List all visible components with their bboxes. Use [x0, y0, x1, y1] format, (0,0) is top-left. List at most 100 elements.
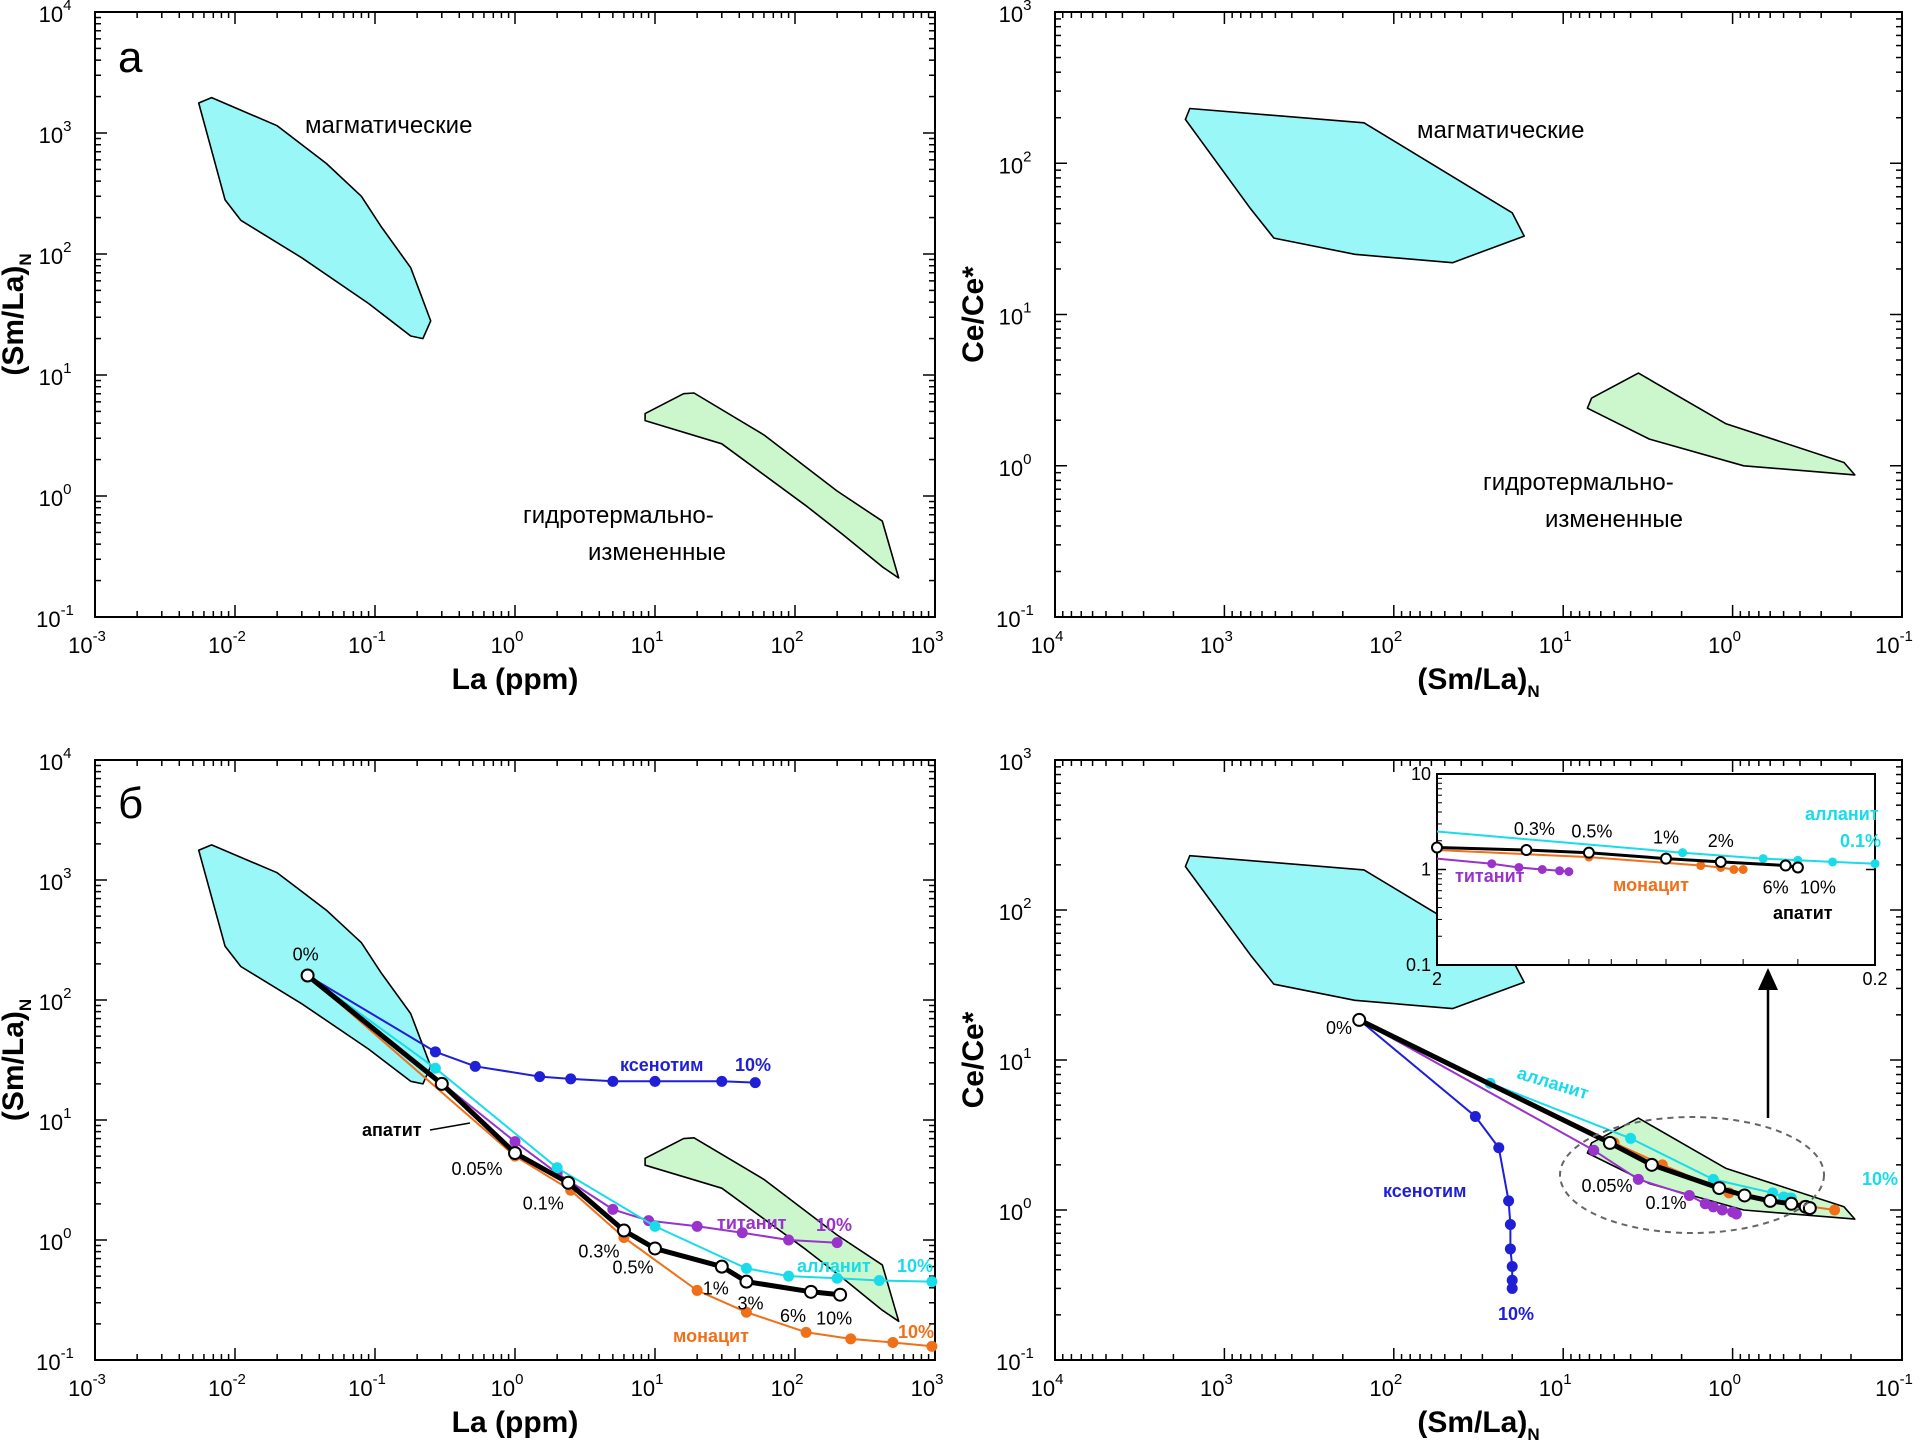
x-axis-title: La (ppm) — [452, 663, 579, 696]
hydrothermal-label-2: измененные — [588, 539, 726, 566]
y-tick-base: 10 — [999, 900, 1023, 925]
x-tick-label: 101 — [1539, 1371, 1572, 1401]
y-axis-title-main: (Sm/La) — [0, 266, 30, 376]
y-tick-exponent: 2 — [1023, 895, 1031, 912]
hydrothermal-label-2: измененные — [1545, 506, 1683, 533]
y-tick-exponent: 2 — [63, 985, 71, 1002]
y-axis-title-main: (Sm/La) — [0, 1011, 30, 1121]
apatite-point — [739, 1274, 754, 1289]
x-tick-label: 102 — [1369, 1371, 1402, 1401]
x-tick-base: 10 — [1708, 633, 1732, 658]
y-tick-base: 10 — [39, 123, 63, 148]
apatite-point — [1791, 861, 1804, 874]
x-tick-base: 10 — [1031, 633, 1055, 658]
apatite-percent-label: 3% — [737, 1294, 763, 1314]
series-point-титанит — [1632, 1173, 1644, 1185]
inset-y-tick-label: 0.1 — [1406, 955, 1431, 975]
panel-b: 104 103 102 101 100 10-110-1100101102103(Sm/L… — [957, 0, 1913, 701]
y-tick-label: 103 — [39, 865, 72, 895]
series-point-титанит — [831, 1237, 843, 1249]
x-tick-label: 101 — [631, 628, 664, 658]
hydrothermal-region — [1586, 372, 1856, 476]
x-tick-base: 10 — [208, 633, 232, 658]
y-tick-exponent: 1 — [63, 360, 71, 377]
x-axis-title-main: La (ppm) — [452, 663, 579, 696]
igneous-region — [197, 844, 432, 1085]
series-line-апатит — [306, 973, 841, 1298]
y-tick-base: 10 — [999, 750, 1023, 775]
y-tick-label: 10-1 — [36, 1345, 74, 1375]
series-point-монацит — [1696, 861, 1706, 871]
y-axis-title: Ce/Ce* — [957, 1011, 990, 1108]
y-tick-exponent: 3 — [63, 118, 71, 135]
apatite-percent-label: 10% — [816, 1309, 852, 1329]
x-tick-exponent: 2 — [795, 1371, 803, 1388]
y-tick-exponent: 1 — [1023, 300, 1031, 317]
y-tick-base: 10 — [39, 1110, 63, 1135]
inset-monazite-label: монацит — [1613, 875, 1689, 895]
zoom-ellipse — [1559, 1116, 1825, 1234]
apatite-percent-label: 0.1% — [1645, 1193, 1686, 1213]
y-tick-label: 101 — [999, 300, 1032, 330]
x-tick-exponent: 1 — [1563, 1371, 1571, 1388]
x-tick-base: 10 — [68, 633, 92, 658]
apatite-point — [1602, 1135, 1617, 1150]
y-tick-exponent: 2 — [1023, 148, 1031, 165]
x-tick-exponent: 3 — [935, 1371, 943, 1388]
series-point-титанит — [691, 1220, 703, 1232]
allanite-end-label: 10% — [1862, 1169, 1898, 1189]
x-tick-label: 10-3 — [68, 1371, 106, 1401]
series-point-ксенотим — [649, 1075, 661, 1087]
apatite-point — [1712, 1181, 1727, 1196]
x-tick-base: 10 — [208, 1376, 232, 1401]
series-point-титанит — [1683, 1189, 1695, 1201]
x-tick-label: 10-2 — [208, 628, 246, 658]
y-tick-exponent: 3 — [1023, 0, 1031, 14]
y-tick-label: 100 — [39, 481, 72, 511]
x-tick-label: 102 — [771, 1371, 804, 1401]
series-line-алланит — [1436, 830, 1876, 865]
apatite-point — [1660, 852, 1673, 865]
y-tick-label: 101 — [39, 360, 72, 390]
series-point-алланит — [551, 1162, 563, 1174]
apatite-percent-label: 0.1% — [523, 1194, 564, 1214]
apatite-point — [648, 1241, 662, 1256]
x-tick-label: 104 — [1031, 628, 1064, 658]
apatite-percent-label: 0.05% — [1581, 1176, 1632, 1196]
y-axis-title: (Sm/La)N — [0, 253, 35, 375]
apatite-point — [434, 1076, 449, 1091]
series-point-ксенотим — [1506, 1274, 1518, 1286]
y-tick-base: 10 — [39, 244, 63, 269]
x-tick-base: 10 — [348, 633, 372, 658]
inset-apatite-percent-label: 0.3% — [1514, 819, 1555, 839]
panel-d: 104 103 102 101 100 10-110-1100101102103(Sm/L… — [957, 745, 1913, 1444]
series-point-алланит — [1758, 854, 1768, 864]
x-tick-exponent: -3 — [93, 1371, 106, 1388]
y-tick-exponent: -1 — [1021, 1345, 1034, 1362]
series-point-титанит — [1537, 865, 1547, 874]
y-tick-base: 10 — [999, 305, 1023, 330]
apatite-point — [1644, 1157, 1659, 1172]
apatite-point — [508, 1146, 522, 1161]
x-tick-base: 10 — [1539, 1376, 1563, 1401]
igneous-region — [1184, 107, 1525, 264]
inset-y-tick-label: 10 — [1411, 764, 1431, 784]
x-tick-exponent: 2 — [1394, 628, 1402, 645]
x-tick-exponent: 1 — [655, 628, 663, 645]
apatite-point — [561, 1175, 576, 1190]
y-tick-exponent: 4 — [63, 0, 71, 14]
series-point-ксенотим — [716, 1075, 728, 1087]
apatite-percent-label: 0% — [293, 945, 319, 965]
y-tick-base: 10 — [996, 1350, 1020, 1375]
igneous-label: магматические — [1417, 117, 1584, 144]
y-tick-exponent: 3 — [1023, 745, 1031, 762]
y-tick-label: 10-1 — [996, 602, 1034, 632]
series-point-монацит — [887, 1336, 899, 1348]
x-axis-title-main: La (ppm) — [452, 1406, 579, 1439]
y-tick-base: 10 — [39, 1230, 63, 1255]
x-tick-base: 10 — [491, 1376, 515, 1401]
x-tick-base: 10 — [1200, 1376, 1224, 1401]
inset-apatite-percent-label: 10% — [1800, 877, 1836, 897]
y-tick-base: 10 — [999, 1200, 1023, 1225]
